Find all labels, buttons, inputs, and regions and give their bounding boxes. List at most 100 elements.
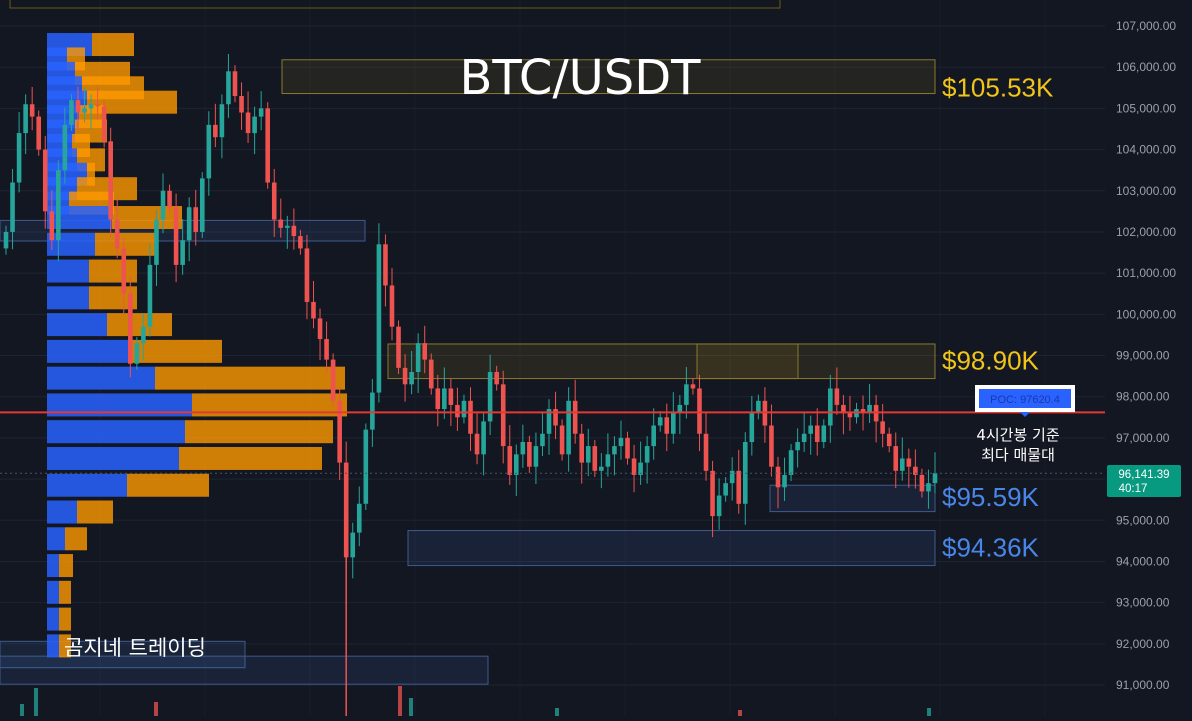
price-axis-label: 92,000.00 — [1116, 637, 1170, 651]
volume-profile-buy-bar — [47, 393, 192, 417]
candle-body — [304, 248, 310, 302]
volume-profile-sell-bar — [185, 420, 333, 444]
candle-body — [703, 433, 709, 471]
price-axis-label: 106,000.00 — [1116, 60, 1176, 74]
candle-body — [847, 413, 853, 418]
volume-profile-buy-bar — [47, 232, 95, 256]
level-labels: $105.53K $98.90K $95.59K $94.36K — [942, 73, 1054, 563]
candle-body — [677, 404, 683, 414]
candle-body — [213, 124, 218, 138]
candle-body — [533, 446, 539, 467]
poc-label: POC: 97620.4 — [990, 394, 1060, 406]
candle-body — [926, 483, 931, 492]
candle-body — [625, 437, 630, 459]
volume-profile-buy-bar — [47, 607, 59, 631]
volume-profile-sell-bar — [65, 527, 87, 551]
price-axis-label: 91,000.00 — [1116, 678, 1170, 692]
candle-body — [114, 219, 120, 249]
volume-profile-buy-bar — [47, 206, 112, 230]
candle-body — [723, 483, 728, 496]
volume-profile-buy-bar — [47, 446, 179, 470]
candle-body — [860, 409, 866, 414]
poc-note-line1: 4시간봉 기준 — [976, 426, 1060, 444]
candle-body — [500, 384, 506, 447]
candle-body — [913, 466, 918, 475]
candle-body — [363, 429, 369, 504]
candle-body — [16, 133, 22, 183]
price-axis-label: 101,000.00 — [1116, 266, 1176, 280]
zone-box-95k — [769, 484, 936, 513]
zone-box-105k — [281, 59, 936, 95]
candle-body — [95, 104, 100, 107]
candle-body — [638, 462, 643, 475]
candle-body — [167, 190, 172, 208]
volume-profile-buy-bar — [47, 366, 155, 390]
candle-body — [664, 417, 670, 434]
volume-bar — [154, 702, 158, 716]
candle-body — [36, 116, 42, 150]
candle-body — [245, 112, 251, 134]
price-axis-label: 94,000.00 — [1116, 554, 1170, 568]
candle-body — [422, 343, 428, 360]
candle-body — [671, 413, 676, 434]
zone-box-blue-bottom — [0, 655, 489, 685]
candle-body — [814, 425, 820, 442]
volume-profile-buy-bar — [47, 473, 127, 497]
candle-body — [592, 446, 598, 471]
volume-profile-sell-bar — [59, 554, 73, 578]
candle-body — [141, 326, 146, 344]
volume-profile-sell-bar — [59, 580, 71, 604]
candle-body — [788, 450, 794, 475]
candle-body — [481, 421, 486, 455]
support-resistance-zones — [281, 59, 936, 567]
volume-profile-sell-bar — [89, 259, 137, 283]
volume-profile-sell-bar — [59, 634, 71, 658]
price-axis-label: 97,000.00 — [1116, 431, 1170, 445]
level-label: $98.90K — [942, 346, 1040, 376]
volume-bar — [555, 708, 559, 716]
candle-body — [88, 104, 94, 109]
price-axis-label: 98,000.00 — [1116, 390, 1170, 404]
candle-body — [389, 285, 395, 327]
candle-body — [710, 470, 715, 517]
current-price-countdown: 40:17 — [1119, 483, 1148, 495]
candle-body — [886, 433, 892, 447]
top-zone-box — [9, 0, 781, 9]
price-axis[interactable] — [1105, 0, 1192, 716]
volume-profile-sell-bar — [132, 339, 222, 363]
candle-body — [180, 240, 185, 265]
candle-body — [566, 400, 571, 455]
level-label: $94.36K — [942, 533, 1040, 563]
candle-body — [716, 495, 722, 517]
candle-body — [494, 371, 499, 385]
candle-body — [370, 392, 375, 430]
volume-profile-buy-bar — [47, 634, 59, 658]
candle-body — [644, 446, 650, 463]
volume-profile-sell-bar — [77, 500, 113, 524]
candle-body — [239, 96, 244, 113]
price-axis-label: 99,000.00 — [1116, 349, 1170, 363]
candle-body — [75, 100, 81, 113]
candle-body — [527, 441, 532, 467]
candle-body — [3, 231, 9, 249]
candle-body — [932, 473, 938, 484]
candle-body — [834, 388, 840, 405]
volume-profile-sell-bar — [107, 313, 172, 337]
candle-body — [782, 474, 787, 488]
candle-body — [756, 400, 761, 414]
candle-body — [801, 433, 807, 442]
candle-body — [507, 446, 513, 475]
candle-body — [775, 466, 781, 488]
candle-body — [618, 437, 624, 447]
candle-body — [572, 400, 578, 434]
price-axis-label: 100,000.00 — [1116, 307, 1176, 321]
candle-body — [899, 458, 905, 471]
candle-body — [769, 425, 774, 467]
level-label: $105.53K — [942, 73, 1054, 103]
volume-profile-buy-bar — [47, 286, 89, 310]
candle-body — [729, 470, 735, 484]
candle-body — [206, 124, 212, 179]
candle-body — [599, 466, 604, 471]
candle-body — [448, 388, 454, 405]
